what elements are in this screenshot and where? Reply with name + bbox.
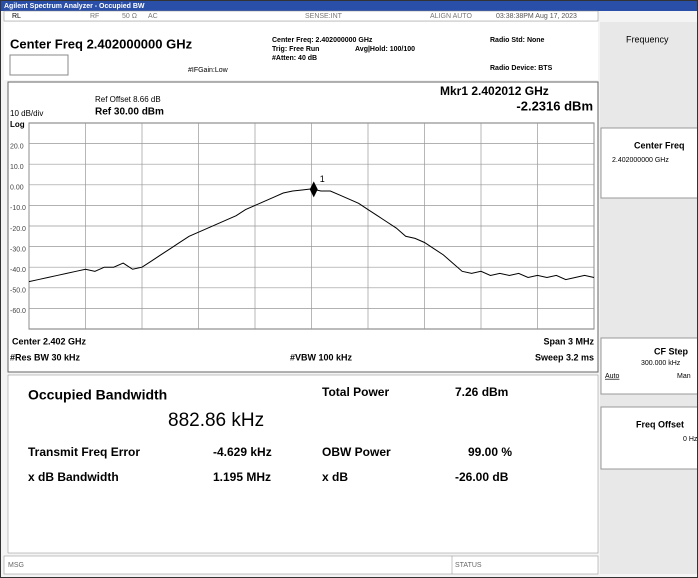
- if-gain: #IFGain:Low: [188, 67, 229, 74]
- xdb-label: x dB: [322, 470, 348, 484]
- ref-level: Ref 30.00 dBm: [95, 107, 164, 118]
- marker: [309, 181, 318, 198]
- status-align: ALIGN AUTO: [430, 13, 472, 20]
- softkey-value: 2.402000000 GHz: [612, 157, 669, 164]
- y-tick-label: -20.0: [10, 226, 26, 233]
- marker-freq: Mkr1 2.402012 GHz: [440, 84, 549, 98]
- menu-title[interactable]: Frequency: [626, 34, 669, 44]
- ref-offset: Ref Offset 8.66 dB: [95, 95, 161, 104]
- softkey-value: 0 Hz: [683, 436, 698, 443]
- avg-hold: Avg|Hold: 100/100: [355, 46, 415, 53]
- y-tick-label: -50.0: [10, 288, 26, 295]
- softkey-label: Freq Offset: [636, 419, 684, 429]
- y-tick-label: -10.0: [10, 205, 26, 212]
- span-label: Span 3 MHz: [543, 336, 594, 346]
- scale-type: Log: [10, 120, 25, 129]
- softkey-auto: Auto: [605, 373, 620, 380]
- softkey-label: CF Step: [654, 346, 689, 356]
- radio-device: Radio Device: BTS: [490, 65, 553, 72]
- xdb-bw: 1.195 MHz: [213, 470, 271, 484]
- status-datetime: 03:38:38PM Aug 17, 2023: [496, 13, 577, 20]
- y-tick-label: 0.00: [10, 185, 24, 192]
- obw-title: Occupied Bandwidth: [28, 387, 167, 403]
- settings-panel: [4, 22, 598, 80]
- trigger: Trig: Free Run: [272, 46, 319, 53]
- obw-value: 882.86 kHz: [168, 410, 264, 431]
- radio-std: Radio Std: None: [490, 37, 545, 44]
- softkey-freq-offset[interactable]: [600, 406, 698, 470]
- scale: 10 dB/div: [10, 109, 43, 118]
- status: STATUS: [455, 562, 482, 569]
- obw-power: 99.00 %: [468, 445, 512, 459]
- softkey-label: Center Freq: [634, 140, 685, 150]
- status-rf: RF: [90, 13, 99, 20]
- status-row: [3, 10, 599, 22]
- status-bar: [3, 555, 599, 575]
- center-label: Center 2.402 GHz: [12, 336, 87, 346]
- status-coupling: AC: [148, 13, 158, 20]
- marker-label: 1: [320, 174, 325, 184]
- softkey-panel: [600, 22, 698, 574]
- status-rl: RL: [12, 13, 21, 20]
- status-impedance: 50 Ω: [122, 13, 137, 20]
- xdb: -26.00 dB: [455, 470, 509, 484]
- rbw-label: #Res BW 30 kHz: [10, 352, 81, 362]
- total-power: 7.26 dBm: [455, 385, 508, 399]
- obw-power-label: OBW Power: [322, 445, 391, 459]
- window-title: Agilent Spectrum Analyzer - Occupied BW: [4, 3, 145, 10]
- softkey-center-freq[interactable]: [600, 127, 698, 199]
- y-tick-label: 20.0: [10, 143, 24, 150]
- results-panel: [7, 374, 599, 554]
- center-freq: Center Freq: 2.402000000 GHz: [272, 37, 373, 44]
- softkey-man: Man: [677, 373, 691, 380]
- plot: 20.0 10.0 0.00 -10.0 -20.0 -30.0 -40.0 -50.0 -60…: [10, 122, 595, 330]
- y-tick-label: -60.0: [10, 308, 26, 315]
- y-tick-label: -30.0: [10, 246, 26, 253]
- msg: MSG: [8, 562, 24, 569]
- marker-level: -2.2316 dBm: [516, 98, 593, 113]
- entry-box: [9, 54, 69, 76]
- y-tick-label: 10.0: [10, 164, 24, 171]
- freq-error-label: Transmit Freq Error: [28, 445, 140, 459]
- center-freq-title: Center Freq 2.402000000 GHz: [10, 36, 193, 51]
- total-power-label: Total Power: [322, 385, 389, 399]
- attenuation: #Atten: 40 dB: [272, 55, 317, 62]
- title-bar: [0, 0, 698, 11]
- softkey-value: 300.000 kHz: [641, 360, 681, 367]
- softkey-cf-step[interactable]: [600, 337, 698, 395]
- y-tick-label: -40.0: [10, 267, 26, 274]
- vbw-label: #VBW 100 kHz: [290, 352, 353, 362]
- sweep-label: Sweep 3.2 ms: [535, 352, 594, 362]
- status-sense: SENSE:INT: [305, 13, 343, 20]
- freq-error: -4.629 kHz: [213, 445, 272, 459]
- xdb-bw-label: x dB Bandwidth: [28, 470, 119, 484]
